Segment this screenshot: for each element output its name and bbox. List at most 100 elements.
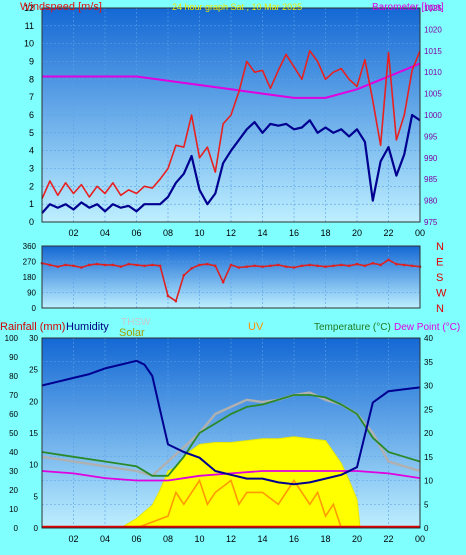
temperature-y-tick-label: 40 xyxy=(424,334,433,343)
direction-y-tick-label: 0 xyxy=(32,304,37,313)
rain-title: Rainfall (mm) xyxy=(0,321,65,333)
rain-y-tick-label: 20 xyxy=(29,397,38,406)
direction-point xyxy=(387,258,390,262)
barometer-title: Barometer [hpa] xyxy=(372,2,444,13)
wind-x-tick-label: 00 xyxy=(415,228,425,238)
direction-point xyxy=(402,263,406,267)
humidity-y-tick-label: 30 xyxy=(9,467,18,476)
weather-x-tick-label: 08 xyxy=(163,534,173,544)
solar-title: Solar xyxy=(119,327,145,339)
direction-point xyxy=(119,265,123,268)
wind-y-tick-label: 6 xyxy=(29,110,34,120)
weather-x-tick-label: 06 xyxy=(131,534,141,544)
thsw-title: THSW xyxy=(121,317,151,328)
direction-point xyxy=(143,264,146,268)
uv-line xyxy=(136,478,343,529)
direction-point xyxy=(276,263,280,267)
weather-x-tick-label: 12 xyxy=(226,534,236,544)
weather-x-tick-label: 18 xyxy=(320,534,330,544)
direction-frame xyxy=(41,245,421,309)
direction-point xyxy=(324,265,327,268)
direction-point xyxy=(48,263,52,267)
rain-y-tick-label: 0 xyxy=(34,524,39,533)
barometer-y-tick-label: 1010 xyxy=(424,68,442,77)
direction-point xyxy=(206,262,209,266)
direction-point xyxy=(379,263,382,267)
wind-x-tick-label: 04 xyxy=(100,228,110,238)
barometer-y-tick-label: 990 xyxy=(424,154,438,163)
direction-point xyxy=(332,264,335,268)
wind-y-tick-label: 9 xyxy=(29,57,34,67)
wind-x-tick-label: 12 xyxy=(226,228,236,238)
humidity-y-tick-label: 100 xyxy=(5,334,19,343)
barometer-y-tick-label: 995 xyxy=(424,132,438,141)
direction-point xyxy=(87,263,91,267)
rain-y-tick-label: 30 xyxy=(29,334,38,343)
direction-y-tick-label: 270 xyxy=(23,258,37,267)
wind-y-tick-label: 0 xyxy=(29,217,34,227)
temperature-y-tick-label: 35 xyxy=(424,358,433,367)
weather-x-tick-label: 04 xyxy=(100,534,110,544)
weather-x-tick-label: 16 xyxy=(289,534,299,544)
humidity-y-tick-label: 80 xyxy=(9,372,18,381)
humidity-y-tick-label: 0 xyxy=(14,524,19,533)
direction-point xyxy=(198,263,201,267)
compass-label: N xyxy=(436,241,444,253)
direction-point xyxy=(135,263,138,267)
wind-x-tick-label: 22 xyxy=(383,228,393,238)
wind-x-tick-label: 18 xyxy=(320,228,330,238)
direction-point xyxy=(229,263,233,267)
direction-point xyxy=(355,262,359,266)
wind-x-tick-label: 16 xyxy=(289,228,299,238)
direction-point xyxy=(269,264,272,268)
direction-point xyxy=(80,266,83,269)
barometer-line xyxy=(42,62,421,99)
wind-y-tick-label: 12 xyxy=(24,3,34,13)
compass-label: S xyxy=(436,272,443,284)
barometer-y-tick-label: 1015 xyxy=(424,47,442,56)
solar-area xyxy=(120,436,361,529)
temperature-line xyxy=(41,394,421,477)
direction-point xyxy=(174,299,178,303)
barometer-y-tick-label: 1025 xyxy=(424,4,442,13)
humidity-y-tick-label: 90 xyxy=(9,353,18,362)
rain-y-tick-label: 10 xyxy=(29,461,38,470)
wind-x-tick-label: 06 xyxy=(131,228,141,238)
direction-point xyxy=(111,263,115,267)
dew-point-title: Dew Point (°C) xyxy=(394,322,460,333)
direction-point xyxy=(292,266,296,269)
wind-y-tick-label: 7 xyxy=(29,92,34,102)
temperature-y-tick-label: 15 xyxy=(424,453,433,462)
wind-x-tick-label: 08 xyxy=(163,228,173,238)
wind-y-tick-label: 8 xyxy=(29,74,34,84)
direction-point xyxy=(166,294,170,298)
direction-point xyxy=(347,264,351,268)
weather-x-tick-label: 00 xyxy=(415,534,425,544)
direction-point xyxy=(395,262,398,266)
direction-point xyxy=(150,263,154,267)
humidity-line xyxy=(41,359,421,486)
direction-point xyxy=(158,264,162,268)
temperature-y-tick-label: 30 xyxy=(424,382,433,391)
gust-line xyxy=(41,49,421,200)
weather-x-tick-label: 20 xyxy=(352,534,362,544)
direction-y-tick-label: 90 xyxy=(27,289,36,298)
windspeed-title: Windspeed [m/s] xyxy=(20,1,102,13)
wind-frame xyxy=(41,7,421,223)
compass-label: N xyxy=(436,303,444,315)
direction-point xyxy=(95,262,99,266)
direction-point xyxy=(316,264,319,268)
barometer-y-tick-label: 1020 xyxy=(424,25,442,34)
uv-title: UV xyxy=(248,321,264,333)
weather-frame xyxy=(41,337,421,529)
direction-y-tick-label: 180 xyxy=(23,273,37,282)
direction-point xyxy=(300,264,304,268)
compass-label: E xyxy=(436,257,443,269)
humidity-y-tick-label: 50 xyxy=(9,429,18,438)
humidity-y-tick-label: 40 xyxy=(9,448,18,457)
barometer-y-tick-label: 975 xyxy=(424,218,438,227)
direction-point xyxy=(213,264,217,268)
direction-point xyxy=(261,265,264,268)
wind-x-tick-label: 02 xyxy=(68,228,78,238)
thsw-line xyxy=(41,391,421,477)
